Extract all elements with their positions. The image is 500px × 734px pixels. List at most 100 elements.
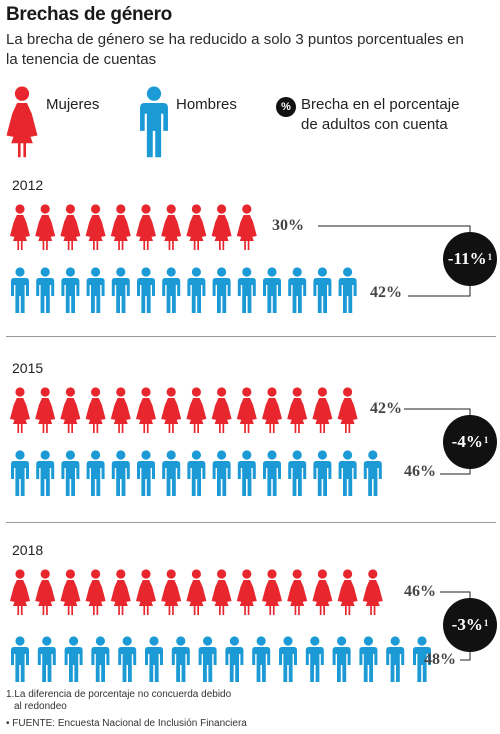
gap-value-2015: -4% <box>451 432 483 451</box>
woman-icon <box>161 569 182 615</box>
man-icon <box>187 267 206 313</box>
footnote-mark: 1 <box>487 252 493 262</box>
year-label-2015: 2015 <box>12 360 44 376</box>
man-icon <box>145 636 163 682</box>
year-label-2018: 2018 <box>12 542 44 558</box>
man-icon <box>212 450 231 496</box>
woman-icon <box>35 204 56 250</box>
section-divider <box>6 522 496 523</box>
legend-man-icon <box>140 86 168 158</box>
chart-subtitle: La brecha de género se ha reducido a sol… <box>6 31 464 68</box>
women-pct-2018: 46% <box>404 583 436 600</box>
man-icon <box>332 636 351 682</box>
man-icon <box>212 267 231 313</box>
woman-icon <box>337 569 358 615</box>
man-icon <box>11 636 29 682</box>
man-icon <box>305 636 324 682</box>
woman-icon <box>10 387 30 433</box>
man-icon <box>171 636 190 682</box>
man-icon <box>187 450 206 496</box>
man-icon <box>86 450 105 496</box>
man-icon <box>86 267 105 313</box>
footnote-1-line2: al redondeo <box>14 701 67 712</box>
woman-icon <box>211 387 232 433</box>
man-icon <box>61 267 80 313</box>
man-icon <box>237 450 256 496</box>
woman-icon <box>236 204 257 250</box>
gap-badge-2018: -3% 1 <box>443 598 497 652</box>
woman-icon <box>312 387 333 433</box>
man-icon <box>61 450 80 496</box>
man-icon <box>36 267 55 313</box>
woman-icon <box>85 204 106 250</box>
man-icon <box>162 267 181 313</box>
woman-icon <box>312 569 333 615</box>
woman-icon <box>110 387 131 433</box>
woman-icon <box>287 569 308 615</box>
woman-icon <box>10 204 30 250</box>
woman-icon <box>337 387 358 433</box>
man-icon <box>288 267 307 313</box>
woman-icon <box>236 387 257 433</box>
woman-icon <box>211 569 232 615</box>
man-icon <box>313 267 332 313</box>
footnote-1-line1: 1.La diferencia de porcentaje no concuer… <box>6 689 232 700</box>
man-icon <box>111 267 130 313</box>
woman-icon <box>262 387 282 433</box>
women-pct-2012: 30% <box>272 217 304 234</box>
man-icon <box>279 636 297 682</box>
woman-icon <box>110 569 131 615</box>
woman-icon <box>161 204 182 250</box>
gap-value-2012: -11% <box>447 249 487 268</box>
legend-gap-badge: % <box>276 97 296 117</box>
man-icon <box>338 267 357 313</box>
woman-icon <box>60 387 81 433</box>
man-icon <box>91 636 110 682</box>
legend-women-label: Mujeres <box>46 96 100 113</box>
legend-men-label: Hombres <box>176 96 237 113</box>
man-icon <box>359 636 378 682</box>
men-pct-2015: 46% <box>404 463 436 480</box>
woman-icon <box>6 86 38 158</box>
footnote-mark: 1 <box>483 618 489 628</box>
man-icon <box>36 450 55 496</box>
woman-icon <box>35 387 56 433</box>
gap-value-2018: -3% <box>451 615 483 634</box>
woman-icon <box>287 387 308 433</box>
man-icon <box>11 450 29 496</box>
man-icon <box>137 267 155 313</box>
man-icon <box>263 450 281 496</box>
man-icon <box>11 267 29 313</box>
year-label-2012: 2012 <box>12 177 44 193</box>
woman-icon <box>35 569 56 615</box>
man-icon <box>118 636 137 682</box>
man-icon <box>338 450 357 496</box>
woman-icon <box>211 204 232 250</box>
woman-icon <box>161 387 182 433</box>
legend-gap-label-line1: Brecha en el porcentaje <box>301 96 460 113</box>
woman-icon <box>262 569 282 615</box>
man-icon <box>37 636 56 682</box>
woman-icon <box>60 569 81 615</box>
man-icon <box>198 636 217 682</box>
woman-icon <box>85 569 106 615</box>
woman-icon <box>136 387 156 433</box>
woman-icon <box>10 569 30 615</box>
woman-icon <box>186 204 207 250</box>
legend-woman-icon <box>6 86 38 158</box>
source-note: • FUENTE: Encuesta Nacional de Inclusión… <box>6 718 247 729</box>
woman-icon <box>186 387 207 433</box>
man-icon <box>252 636 271 682</box>
chart-title: Brechas de género <box>6 4 172 25</box>
man-icon <box>413 636 431 682</box>
men-pct-2018: 48% <box>424 651 456 668</box>
man-icon <box>111 450 130 496</box>
legend-gap-label-line2: de adultos con cuenta <box>301 116 448 133</box>
man-icon <box>386 636 405 682</box>
women-pct-2015: 42% <box>370 400 402 417</box>
gap-badge-2012: -11% 1 <box>443 232 497 286</box>
man-icon <box>64 636 83 682</box>
man-icon <box>225 636 244 682</box>
woman-icon <box>136 204 156 250</box>
